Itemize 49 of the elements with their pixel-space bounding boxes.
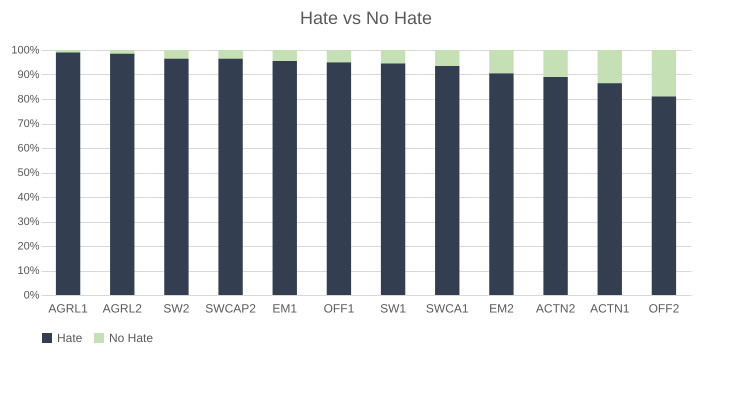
bar — [652, 96, 676, 295]
y-tick-label: 60% — [17, 142, 40, 154]
x-tick-label: SW1 — [380, 302, 406, 316]
bar — [543, 50, 568, 77]
x-tick-label: EM2 — [489, 302, 514, 316]
x-tick-label: OFF2 — [648, 302, 680, 316]
bar — [218, 50, 243, 59]
bar — [272, 61, 297, 295]
x-tick-label: ACTN1 — [590, 302, 630, 316]
legend-label: No Hate — [109, 331, 154, 345]
bar — [435, 66, 460, 295]
x-tick-label: SWCAP2 — [205, 302, 256, 316]
chart-title: Hate vs No Hate — [300, 8, 432, 28]
bar — [110, 54, 134, 295]
bar — [435, 50, 460, 66]
y-tick-label: 30% — [17, 216, 40, 228]
bar — [110, 50, 134, 54]
legend-label: Hate — [57, 331, 83, 345]
bar — [489, 50, 514, 74]
bar — [272, 50, 297, 62]
bar — [164, 58, 189, 295]
y-tick-label: 10% — [17, 265, 40, 277]
bar — [652, 50, 676, 97]
y-tick-label: 0% — [24, 290, 40, 302]
bar — [489, 73, 514, 295]
y-tick-label: 70% — [17, 118, 40, 130]
y-tick-label: 80% — [17, 94, 40, 106]
x-tick-label: SW2 — [163, 302, 190, 316]
bar — [543, 76, 568, 295]
bar — [218, 58, 243, 295]
x-tick-label: OFF1 — [324, 302, 355, 316]
y-tick-label: 90% — [17, 69, 40, 81]
x-tick-label: ACTN2 — [536, 302, 576, 316]
y-tick-label: 50% — [17, 167, 40, 179]
bar — [326, 62, 352, 295]
bar — [380, 63, 406, 295]
y-tick-label: 100% — [11, 44, 40, 56]
x-tick-label: SWCA1 — [426, 302, 469, 316]
x-tick-label: EM1 — [272, 302, 298, 316]
bar — [380, 50, 406, 64]
x-tick-label: AGRL2 — [102, 302, 142, 316]
bar — [598, 83, 622, 295]
bar — [56, 52, 80, 295]
x-tick-label: AGRL1 — [48, 302, 88, 316]
bar — [326, 50, 352, 62]
y-tick-label: 40% — [17, 192, 40, 204]
bar — [598, 50, 622, 84]
y-tick-label: 20% — [17, 240, 40, 252]
bar — [164, 50, 189, 59]
